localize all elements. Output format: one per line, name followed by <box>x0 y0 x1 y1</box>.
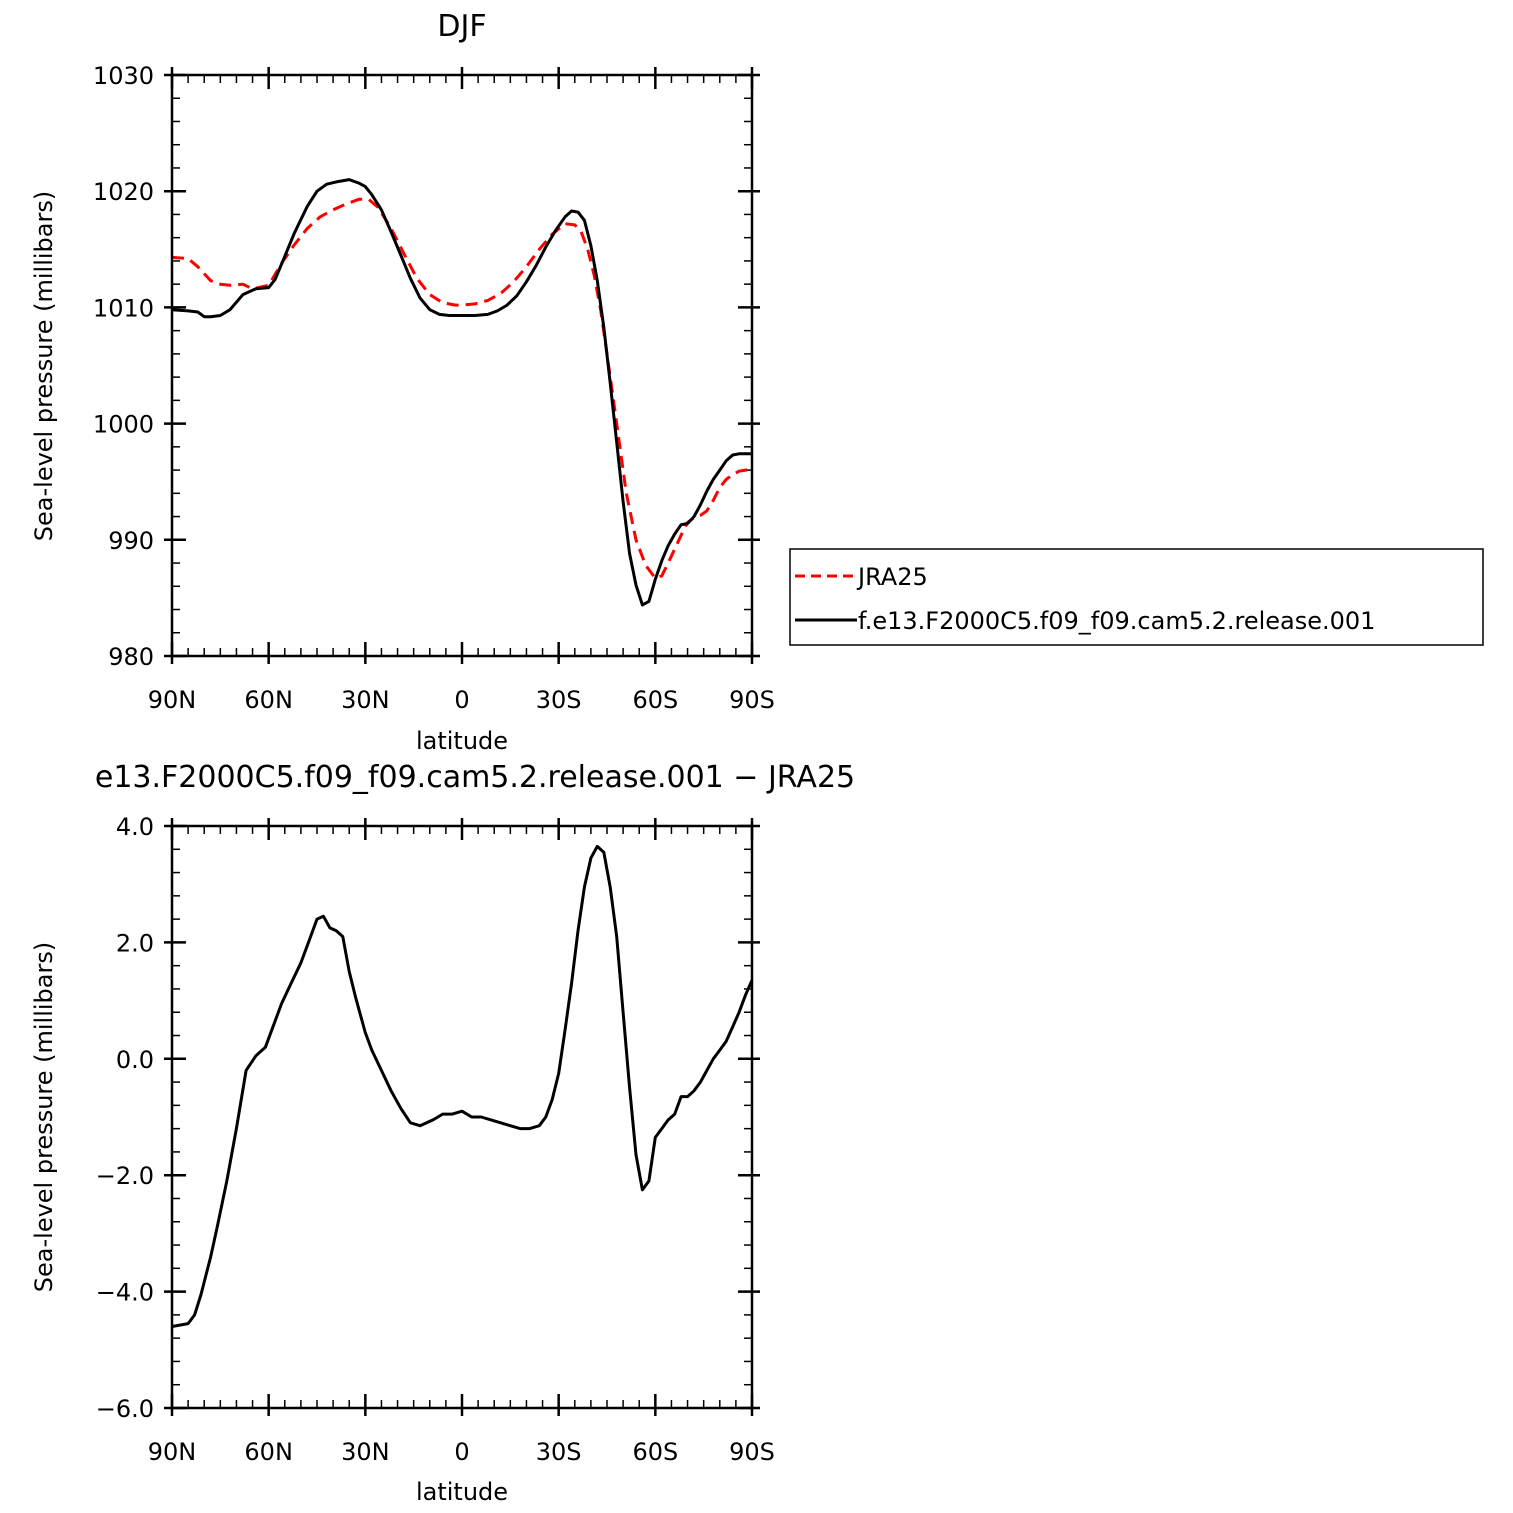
legend: JRA25 f.e13.F2000C5.f09_f09.cam5.2.relea… <box>789 548 1484 646</box>
bottom-panel-y-axis-label: Sea-level pressure (millibars) <box>30 942 58 1292</box>
legend-label-model: f.e13.F2000C5.f09_f09.cam5.2.release.001 <box>858 607 1375 635</box>
series-line-difference <box>171 844 754 1328</box>
top-panel: DJF 90N 60N 30N 0 30S 60S 90S 980 990 1000 1010 10… <box>30 9 775 755</box>
x-tick-label: 0 <box>454 1438 469 1466</box>
top-panel-y-tick-labels: 980 990 1000 1010 1020 1030 <box>93 62 154 671</box>
x-tick-label: 90N <box>148 1438 197 1466</box>
x-tick-label: 90S <box>729 1438 775 1466</box>
y-tick-label: 1010 <box>93 294 154 322</box>
bottom-panel-title: e13.F2000C5.f09_f09.cam5.2.release.001 −… <box>95 760 855 795</box>
y-tick-label: 0.0 <box>116 1046 154 1074</box>
legend-box <box>789 548 1484 646</box>
y-tick-label: −2.0 <box>96 1162 154 1190</box>
y-tick-label: 2.0 <box>116 929 154 957</box>
y-tick-label: 1020 <box>93 178 154 206</box>
y-tick-label: 990 <box>108 527 154 555</box>
top-panel-x-tick-labels: 90N 60N 30N 0 30S 60S 90S <box>148 686 775 714</box>
x-tick-label: 90S <box>729 686 775 714</box>
top-panel-ticks <box>164 67 760 664</box>
top-panel-title: DJF <box>437 9 486 44</box>
bottom-panel-x-tick-labels: 90N 60N 30N 0 30S 60S 90S <box>148 1438 775 1466</box>
x-tick-label: 30S <box>536 686 582 714</box>
x-tick-label: 90N <box>148 686 197 714</box>
bottom-panel-series <box>171 844 754 1328</box>
x-tick-label: 0 <box>454 686 469 714</box>
bottom-panel: e13.F2000C5.f09_f09.cam5.2.release.001 −… <box>30 760 855 1506</box>
series-line-f-e13-f2000c5-f09-f09-cam5-2-release-001 <box>171 178 752 607</box>
y-tick-label: −6.0 <box>96 1395 154 1423</box>
legend-label-jra25: JRA25 <box>856 563 928 591</box>
bottom-panel-y-tick-labels: −6.0 −4.0 −2.0 0.0 2.0 4.0 <box>96 813 154 1423</box>
bottom-panel-frame <box>170 824 754 1410</box>
series-line-jra25 <box>171 197 753 580</box>
y-tick-label: −4.0 <box>96 1279 154 1307</box>
y-tick-label: 4.0 <box>116 813 154 841</box>
top-panel-frame <box>170 73 754 658</box>
y-tick-label: 1000 <box>93 411 154 439</box>
y-tick-label: 980 <box>108 643 154 671</box>
top-panel-y-axis-label: Sea-level pressure (millibars) <box>30 191 58 541</box>
x-tick-label: 60S <box>632 686 678 714</box>
top-panel-x-axis-label: latitude <box>416 727 508 755</box>
x-tick-label: 60S <box>632 1438 678 1466</box>
x-tick-label: 60N <box>244 1438 293 1466</box>
x-tick-label: 30N <box>341 1438 390 1466</box>
bottom-panel-x-axis-label: latitude <box>416 1478 508 1506</box>
top-panel-series <box>171 178 753 607</box>
y-tick-label: 1030 <box>93 62 154 90</box>
x-tick-label: 30N <box>341 686 390 714</box>
x-tick-label: 30S <box>536 1438 582 1466</box>
x-tick-label: 60N <box>244 686 293 714</box>
